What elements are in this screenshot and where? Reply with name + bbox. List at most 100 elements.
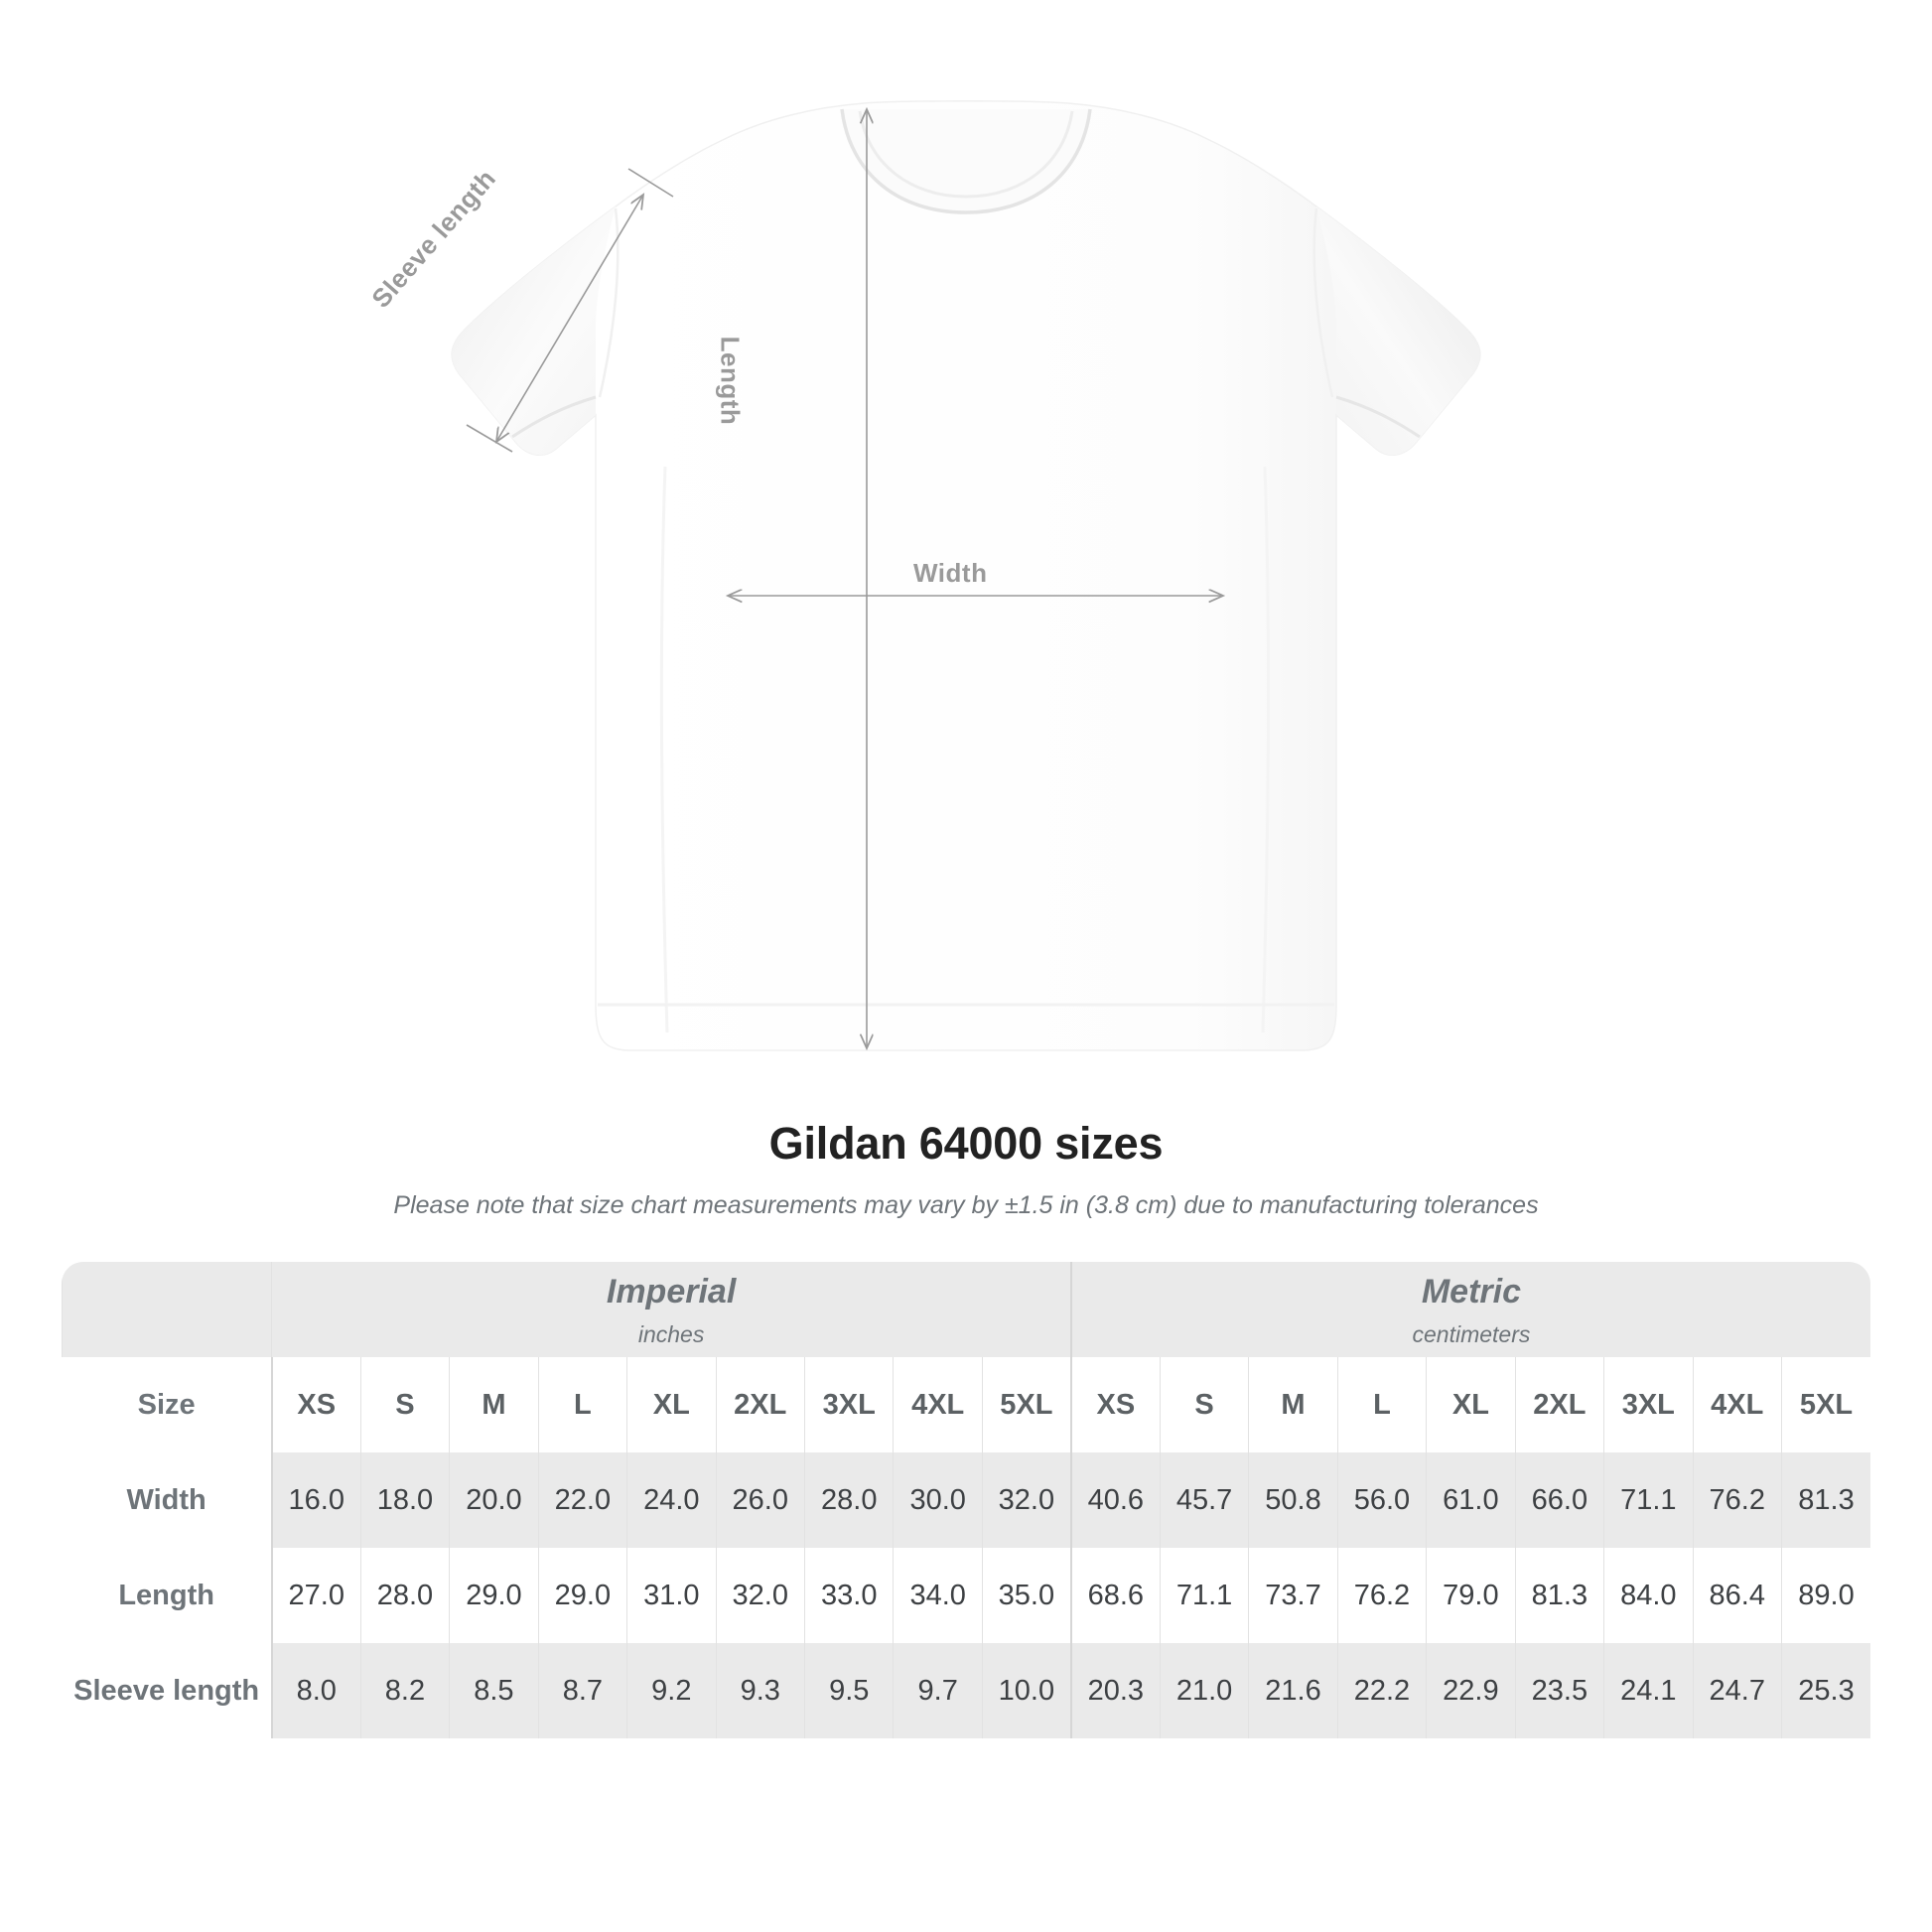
cell-width-imperial-2xl: 26.0	[715, 1452, 805, 1548]
size-table: Imperial inches Metric centimeters Size …	[62, 1262, 1870, 1738]
size-header-metric-xs: XS	[1069, 1357, 1161, 1452]
length-label: Length	[715, 336, 746, 426]
metric-label: Metric	[1421, 1273, 1521, 1311]
table-row: Sleeve length 8.0 8.2 8.5 8.7 9.2 9.3 9.…	[63, 1643, 1870, 1738]
cell-length-imperial-m: 29.0	[449, 1548, 539, 1643]
page-title: Gildan 64000 sizes	[768, 1118, 1164, 1169]
cell-width-metric-l: 56.0	[1336, 1452, 1427, 1548]
cell-width-metric-m: 50.8	[1248, 1452, 1338, 1548]
cell-sleeve-metric-xl: 22.9	[1426, 1643, 1516, 1738]
cell-width-imperial-m: 20.0	[449, 1452, 539, 1548]
table-body: Imperial inches Metric centimeters Size …	[62, 1262, 1870, 1738]
size-header-metric-3xl: 3XL	[1603, 1357, 1694, 1452]
size-header-imperial-l: L	[537, 1357, 627, 1452]
shirt-shape	[451, 100, 1481, 1051]
cell-length-metric-xl: 79.0	[1426, 1548, 1516, 1643]
cell-length-imperial-4xl: 34.0	[893, 1548, 983, 1643]
cell-width-imperial-l: 22.0	[537, 1452, 627, 1548]
cell-sleeve-imperial-2xl: 9.3	[715, 1643, 805, 1738]
cell-length-imperial-3xl: 33.0	[803, 1548, 894, 1643]
row-label-length: Length	[118, 1579, 214, 1611]
cell-width-metric-xl: 61.0	[1426, 1452, 1516, 1548]
cell-sleeve-imperial-s: 8.2	[359, 1643, 450, 1738]
cell-sleeve-metric-xs: 20.3	[1069, 1643, 1161, 1738]
cell-sleeve-metric-5xl: 25.3	[1780, 1643, 1870, 1738]
size-header-row: Size XS S M L XL 2XL 3XL 4XL 5XL XS S M …	[63, 1357, 1870, 1452]
cell-length-imperial-l: 29.0	[537, 1548, 627, 1643]
size-header-metric-4xl: 4XL	[1692, 1357, 1782, 1452]
imperial-label: Imperial	[606, 1273, 737, 1311]
cell-length-imperial-s: 28.0	[359, 1548, 450, 1643]
table-row: Width 16.0 18.0 20.0 22.0 24.0 26.0 28.0…	[63, 1452, 1870, 1548]
imperial-unit: inches	[637, 1320, 705, 1347]
size-header-imperial-s: S	[359, 1357, 450, 1452]
size-header-imperial-m: M	[449, 1357, 539, 1452]
cell-length-metric-xs: 68.6	[1069, 1548, 1161, 1643]
size-header-imperial-xl: XL	[626, 1357, 717, 1452]
cell-sleeve-metric-l: 22.2	[1336, 1643, 1427, 1738]
tshirt-illustration	[451, 100, 1481, 1051]
cell-width-metric-2xl: 66.0	[1514, 1452, 1604, 1548]
size-header-imperial-xs: XS	[270, 1357, 361, 1452]
table-row: Length 27.0 28.0 29.0 29.0 31.0 32.0 33.…	[63, 1548, 1870, 1643]
row-label-width: Width	[126, 1483, 207, 1516]
size-header-imperial-4xl: 4XL	[893, 1357, 983, 1452]
cell-sleeve-metric-4xl: 24.7	[1692, 1643, 1782, 1738]
metric-unit: centimeters	[1412, 1320, 1531, 1347]
cell-length-metric-s: 71.1	[1159, 1548, 1249, 1643]
cell-length-imperial-xl: 31.0	[626, 1548, 717, 1643]
sleeve-tick-bottom	[466, 424, 513, 453]
group-header-metric: Metric centimeters	[1069, 1262, 1870, 1357]
cell-length-metric-2xl: 81.3	[1514, 1548, 1604, 1643]
cell-sleeve-metric-3xl: 24.1	[1603, 1643, 1694, 1738]
cell-width-metric-3xl: 71.1	[1603, 1452, 1694, 1548]
cell-length-metric-3xl: 84.0	[1603, 1548, 1694, 1643]
sleeve-tick-top	[627, 168, 674, 198]
group-header-imperial: Imperial inches	[271, 1262, 1071, 1357]
cell-width-imperial-s: 18.0	[359, 1452, 450, 1548]
size-header-metric-m: M	[1248, 1357, 1338, 1452]
width-label: Width	[913, 558, 988, 588]
group-header-spacer	[62, 1262, 272, 1357]
cell-width-imperial-xs: 16.0	[270, 1452, 361, 1548]
size-header-imperial-5xl: 5XL	[981, 1357, 1071, 1452]
size-header-imperial-2xl: 2XL	[715, 1357, 805, 1452]
size-header-imperial-3xl: 3XL	[803, 1357, 894, 1452]
cell-sleeve-imperial-4xl: 9.7	[893, 1643, 983, 1738]
measurement-guides	[466, 109, 1223, 1048]
unit-system-header-row: Imperial inches Metric centimeters	[62, 1262, 1870, 1357]
cell-sleeve-imperial-l: 8.7	[537, 1643, 627, 1738]
size-header-metric-l: L	[1336, 1357, 1427, 1452]
cell-width-imperial-3xl: 28.0	[803, 1452, 894, 1548]
size-header-metric-2xl: 2XL	[1514, 1357, 1604, 1452]
size-table-wrapper: Imperial inches Metric centimeters Size …	[62, 1262, 1870, 1738]
row-label-sleeve-length: Sleeve length	[73, 1674, 260, 1707]
size-header-metric-s: S	[1159, 1357, 1249, 1452]
size-header-metric-xl: XL	[1426, 1357, 1516, 1452]
tolerance-note: Please note that size chart measurements…	[393, 1191, 1539, 1219]
cell-width-metric-4xl: 76.2	[1692, 1452, 1782, 1548]
cell-width-metric-xs: 40.6	[1069, 1452, 1161, 1548]
cell-length-metric-m: 73.7	[1248, 1548, 1338, 1643]
cell-width-imperial-xl: 24.0	[626, 1452, 717, 1548]
chart-heading: Gildan 64000 sizes Please note that size…	[0, 1118, 1932, 1220]
cell-sleeve-imperial-m: 8.5	[449, 1643, 539, 1738]
cell-sleeve-metric-s: 21.0	[1159, 1643, 1249, 1738]
cell-width-metric-s: 45.7	[1159, 1452, 1249, 1548]
cell-length-metric-4xl: 86.4	[1692, 1548, 1782, 1643]
cell-sleeve-metric-2xl: 23.5	[1514, 1643, 1604, 1738]
cell-sleeve-imperial-xs: 8.0	[270, 1643, 361, 1738]
cell-length-metric-l: 76.2	[1336, 1548, 1427, 1643]
cell-sleeve-metric-m: 21.6	[1248, 1643, 1338, 1738]
cell-sleeve-imperial-3xl: 9.5	[803, 1643, 894, 1738]
cell-width-imperial-4xl: 30.0	[893, 1452, 983, 1548]
cell-sleeve-imperial-5xl: 10.0	[981, 1643, 1071, 1738]
cell-width-imperial-5xl: 32.0	[981, 1452, 1071, 1548]
cell-length-imperial-xs: 27.0	[270, 1548, 361, 1643]
cell-length-metric-5xl: 89.0	[1780, 1548, 1870, 1643]
cell-width-metric-5xl: 81.3	[1780, 1452, 1870, 1548]
cell-sleeve-imperial-xl: 9.2	[626, 1643, 717, 1738]
size-row-label: Size	[137, 1388, 196, 1421]
cell-length-imperial-2xl: 32.0	[715, 1548, 805, 1643]
